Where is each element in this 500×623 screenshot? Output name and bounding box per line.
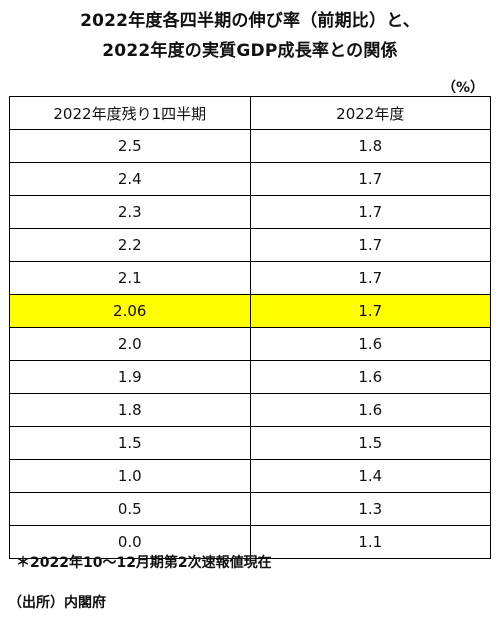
- growth-table: 2022年度残り1四半期 2022年度 2.5 1.8 2.4 1.7 2.3 1.7 2.…: [9, 96, 491, 559]
- cell-fiscal-year-growth: 1.7: [249, 195, 491, 229]
- cell-quarter-growth: 0.0: [9, 525, 251, 559]
- cell-fiscal-year-growth: 1.8: [249, 129, 491, 163]
- table-row: 2.0 1.6: [9, 327, 491, 361]
- cell-quarter-growth: 1.9: [9, 360, 251, 394]
- cell-fiscal-year-growth: 1.7: [249, 294, 491, 328]
- table-body: 2.5 1.8 2.4 1.7 2.3 1.7 2.2 1.7 2.1 1.7 2.06 1.7 2.0…: [9, 129, 491, 559]
- cell-fiscal-year-growth: 1.6: [249, 360, 491, 394]
- cell-fiscal-year-growth: 1.1: [249, 525, 491, 559]
- chart-title-line1: 2022年度各四半期の伸び率（前期比）と、: [80, 11, 420, 31]
- cell-fiscal-year-growth: 1.6: [249, 327, 491, 361]
- cell-quarter-growth: 1.8: [9, 393, 251, 427]
- cell-fiscal-year-growth: 1.7: [249, 162, 491, 196]
- table-row: 0.0 1.1: [9, 525, 491, 559]
- table-row: 1.8 1.6: [9, 393, 491, 427]
- cell-fiscal-year-growth: 1.4: [249, 459, 491, 493]
- footnote: ＊2022年10～12月期第2次速報値現在: [16, 555, 272, 571]
- source-note: （出所）内閣府: [8, 595, 106, 611]
- column-header-fiscal-year: 2022年度: [249, 96, 491, 130]
- cell-quarter-growth: 2.0: [9, 327, 251, 361]
- table-row: 2.3 1.7: [9, 195, 491, 229]
- cell-quarter-growth: 1.0: [9, 459, 251, 493]
- cell-quarter-growth: 2.3: [9, 195, 251, 229]
- cell-quarter-growth: 2.2: [9, 228, 251, 262]
- cell-fiscal-year-growth: 1.7: [249, 228, 491, 262]
- table-row: 2.2 1.7: [9, 228, 491, 262]
- table-row: 2.1 1.7: [9, 261, 491, 295]
- table-row-highlighted: 2.06 1.7: [9, 294, 491, 328]
- chart-title-line2: 2022年度の実質GDP成長率との関係: [102, 41, 398, 61]
- table-row: 1.5 1.5: [9, 426, 491, 460]
- unit-label: （%）: [441, 80, 484, 96]
- column-header-quarter: 2022年度残り1四半期: [9, 96, 251, 130]
- cell-fiscal-year-growth: 1.7: [249, 261, 491, 295]
- cell-fiscal-year-growth: 1.6: [249, 393, 491, 427]
- table-row: 2.4 1.7: [9, 162, 491, 196]
- table-header-row: 2022年度残り1四半期 2022年度: [9, 96, 491, 130]
- cell-quarter-growth: 0.5: [9, 492, 251, 526]
- table-row: 0.5 1.3: [9, 492, 491, 526]
- cell-fiscal-year-growth: 1.3: [249, 492, 491, 526]
- cell-quarter-growth: 2.1: [9, 261, 251, 295]
- cell-fiscal-year-growth: 1.5: [249, 426, 491, 460]
- table-row: 1.0 1.4: [9, 459, 491, 493]
- cell-quarter-growth: 2.06: [9, 294, 251, 328]
- cell-quarter-growth: 2.5: [9, 129, 251, 163]
- cell-quarter-growth: 2.4: [9, 162, 251, 196]
- table-row: 1.9 1.6: [9, 360, 491, 394]
- cell-quarter-growth: 1.5: [9, 426, 251, 460]
- table-row: 2.5 1.8: [9, 129, 491, 163]
